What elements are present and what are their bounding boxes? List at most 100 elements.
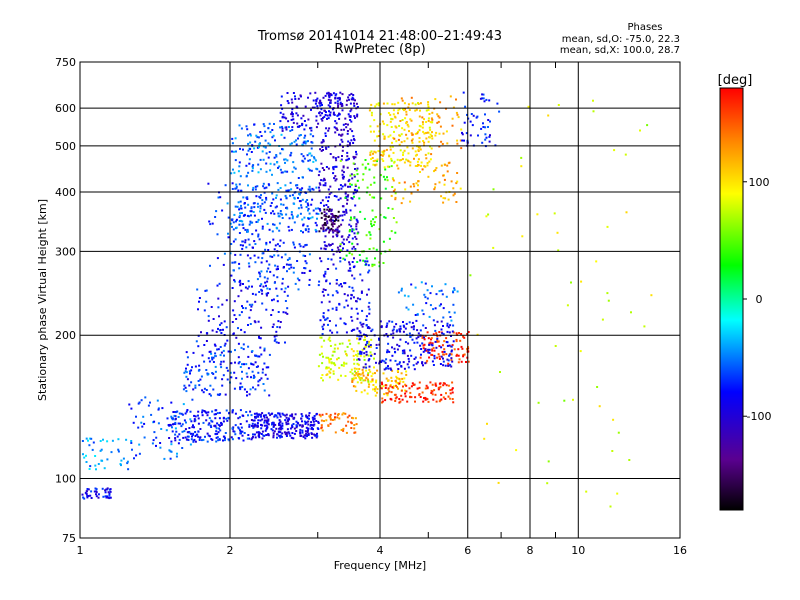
data-point [419, 148, 422, 151]
data-point [332, 372, 335, 375]
data-point [296, 260, 299, 262]
data-point [432, 308, 435, 311]
data-point [122, 457, 125, 460]
data-point [295, 143, 298, 146]
data-point [438, 355, 441, 358]
data-point [273, 254, 276, 257]
data-point [387, 388, 390, 391]
data-point [407, 366, 410, 369]
data-point [346, 294, 349, 297]
data-point [436, 320, 439, 323]
x-axis: 1 2 4 6 8 10 16 [77, 62, 687, 557]
data-point [353, 102, 355, 105]
data-point [383, 216, 386, 219]
data-point [188, 427, 191, 429]
data-point [93, 490, 96, 493]
data-point [284, 184, 287, 187]
data-point [345, 299, 348, 302]
data-point [429, 121, 432, 124]
data-point [309, 133, 312, 136]
data-point [323, 204, 325, 207]
data-point [375, 381, 377, 384]
data-point [267, 142, 270, 145]
data-point [341, 176, 344, 179]
data-point [451, 344, 454, 347]
data-point [411, 102, 414, 105]
data-point [392, 328, 395, 331]
data-point [157, 422, 160, 425]
data-point [263, 208, 266, 211]
data-point [298, 125, 301, 127]
data-point [297, 207, 300, 210]
data-point [434, 307, 437, 310]
data-point [286, 294, 289, 297]
data-point [368, 340, 370, 343]
data-point [370, 150, 373, 153]
data-point [263, 416, 266, 419]
data-point [258, 146, 260, 149]
data-point [263, 125, 266, 128]
data-point [399, 325, 402, 328]
data-point [208, 422, 211, 425]
data-point [285, 413, 288, 416]
data-point [276, 243, 279, 246]
data-point [287, 417, 290, 420]
data-point [287, 285, 290, 288]
data-point [200, 331, 202, 334]
data-point [243, 331, 246, 334]
data-point [263, 145, 266, 148]
data-point [421, 362, 424, 365]
data-point [426, 387, 429, 390]
data-point [450, 345, 453, 348]
data-point [346, 151, 349, 154]
data-point [251, 144, 254, 147]
data-point [557, 249, 560, 252]
data-point [201, 354, 204, 357]
data-point [324, 222, 327, 225]
data-point [469, 274, 472, 277]
data-point [237, 437, 240, 439]
data-point [438, 181, 441, 184]
data-point [303, 120, 306, 122]
data-point [172, 411, 175, 413]
data-point [295, 139, 297, 142]
data-point [222, 374, 225, 377]
data-point [231, 225, 233, 228]
data-point [185, 410, 188, 413]
data-point [402, 321, 404, 323]
data-point [425, 137, 428, 140]
data-point [187, 439, 190, 441]
data-point [351, 379, 354, 382]
data-point [421, 336, 424, 339]
data-point [405, 370, 408, 373]
data-point [430, 338, 432, 341]
data-point [192, 351, 195, 354]
data-point [276, 265, 279, 268]
data-point [265, 196, 268, 199]
data-point [324, 248, 327, 251]
data-point [423, 141, 426, 144]
chart-subtitle: RwPretec (8p) [334, 42, 425, 57]
data-point [344, 375, 347, 377]
data-point [132, 421, 135, 424]
data-point [287, 189, 290, 192]
data-point [253, 412, 256, 415]
data-point [170, 443, 173, 446]
data-point [306, 154, 309, 157]
data-point [340, 364, 343, 367]
data-point [239, 409, 242, 412]
data-point [230, 376, 233, 379]
data-point [434, 186, 436, 189]
data-point [391, 369, 394, 372]
data-point [453, 287, 456, 290]
data-point [630, 311, 632, 314]
data-point [398, 362, 401, 365]
data-point [423, 338, 426, 341]
data-point [383, 135, 386, 138]
data-point [442, 201, 445, 204]
data-point [239, 386, 242, 389]
data-point [348, 252, 351, 255]
data-point [351, 377, 354, 380]
data-point [427, 175, 430, 178]
data-point [274, 414, 277, 417]
